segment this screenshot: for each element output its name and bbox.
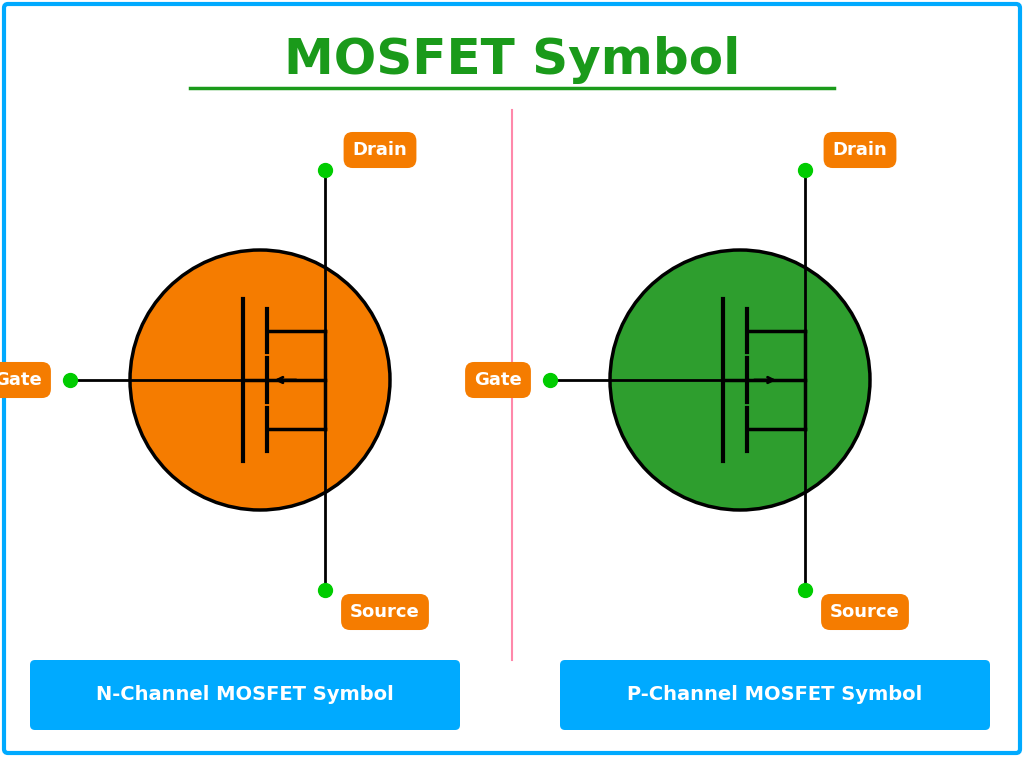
- Text: P-Channel MOSFET Symbol: P-Channel MOSFET Symbol: [628, 686, 923, 705]
- Circle shape: [610, 250, 870, 510]
- Text: N-Channel MOSFET Symbol: N-Channel MOSFET Symbol: [96, 686, 394, 705]
- Text: Source: Source: [350, 603, 420, 621]
- Text: Gate: Gate: [474, 371, 522, 389]
- Text: Gate: Gate: [0, 371, 42, 389]
- Text: Drain: Drain: [352, 141, 408, 159]
- FancyBboxPatch shape: [30, 660, 460, 730]
- Circle shape: [130, 250, 390, 510]
- Text: MOSFET Symbol: MOSFET Symbol: [284, 36, 740, 84]
- Text: Drain: Drain: [833, 141, 888, 159]
- FancyBboxPatch shape: [560, 660, 990, 730]
- FancyBboxPatch shape: [4, 4, 1020, 753]
- Text: Source: Source: [830, 603, 900, 621]
